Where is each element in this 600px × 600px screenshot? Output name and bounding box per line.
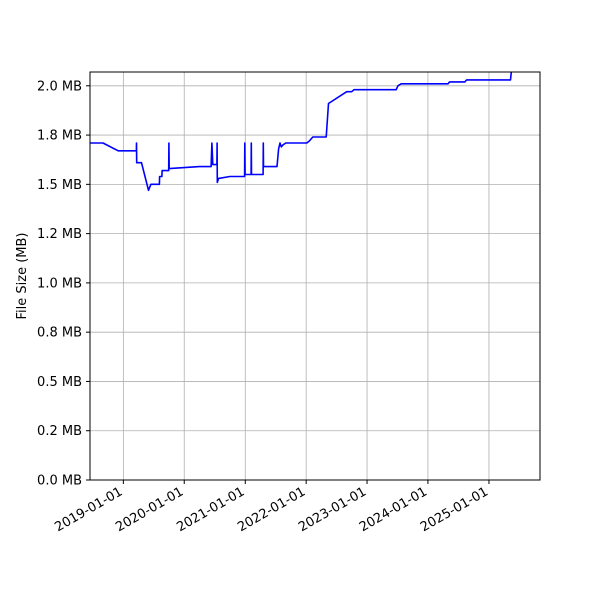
y-tick-label: 1.0 MB — [37, 276, 82, 291]
plot-frame — [89, 71, 541, 481]
x-tick-label: 2024-01-01 — [357, 484, 430, 535]
y-tick-label: 0.2 MB — [37, 424, 82, 439]
y-tick-label: 0.5 MB — [37, 375, 82, 390]
x-tick-label: 2020-01-01 — [113, 484, 186, 535]
series-layer — [90, 71, 513, 192]
x-tick-label: 2025-01-01 — [418, 484, 491, 535]
series-line — [90, 71, 513, 192]
y-tick-label: 1.8 MB — [37, 129, 82, 144]
x-tick-label: 2019-01-01 — [52, 484, 125, 535]
y-tick-label: 0.8 MB — [37, 326, 82, 341]
y-tick-label: 2.0 MB — [37, 79, 82, 94]
y-axis-label: File Size (MB) — [15, 233, 30, 320]
x-tick-label: 2023-01-01 — [296, 484, 369, 535]
gridlines — [90, 72, 540, 481]
y-tick-label: 0.0 MB — [37, 474, 82, 489]
y-tick-label: 1.5 MB — [37, 178, 82, 193]
x-tick-label: 2021-01-01 — [174, 484, 247, 535]
x-tick-label: 2022-01-01 — [235, 484, 308, 535]
y-tick-label: 1.2 MB — [37, 227, 82, 242]
